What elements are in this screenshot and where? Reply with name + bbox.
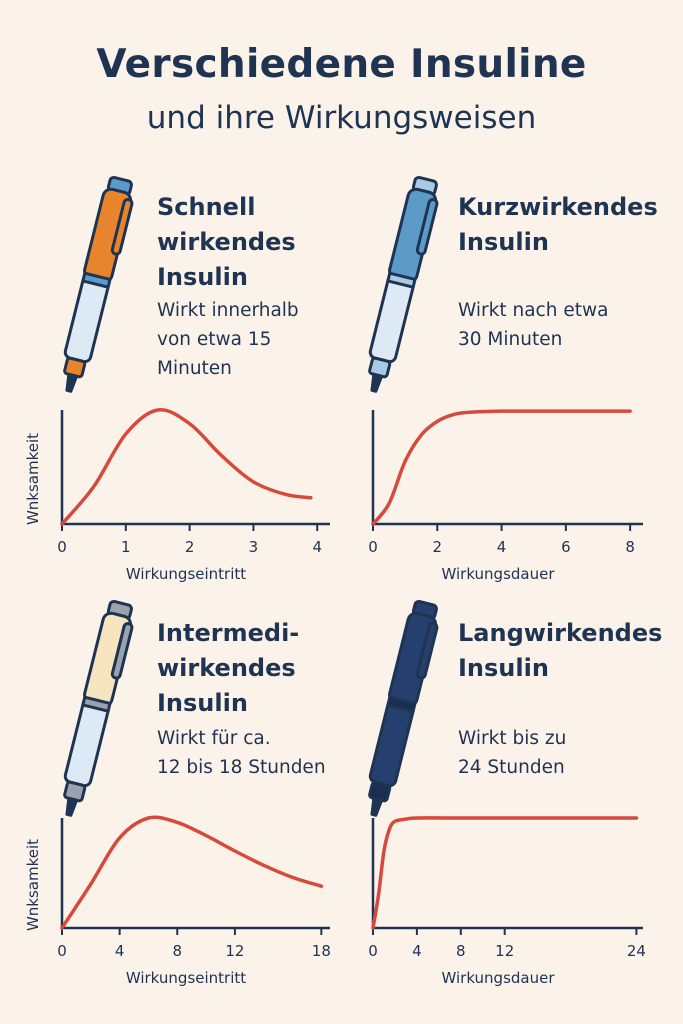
x-tick-label: 0	[368, 538, 378, 556]
cream-insulin-pen-icon	[63, 599, 134, 817]
card-desc-intermediate: Wirkt für ca. 12 bis 18 Stunden	[157, 728, 326, 778]
x-tick-label: 3	[249, 538, 259, 556]
x-tick-label: 2	[185, 538, 195, 556]
x-tick-label: 4	[312, 538, 322, 556]
efficacy-curve	[371, 816, 639, 930]
efficacy-curve	[60, 408, 313, 526]
light-blue-insulin-pen-icon	[368, 175, 439, 393]
x-tick-label: 8	[625, 538, 635, 556]
page-subtitle: und ihre Wirkungsweisen	[146, 100, 537, 136]
x-axis-label: Wirkungsdauer	[441, 969, 555, 987]
y-axis-label: Wnksamkeit	[24, 839, 42, 931]
x-tick-label: 4	[115, 942, 125, 960]
card-desc-short: Wirkt nach etwa 30 Minuten	[458, 300, 609, 350]
x-tick-label: 2	[433, 538, 443, 556]
navy-insulin-pen-icon	[368, 599, 439, 817]
x-tick-label: 0	[57, 942, 67, 960]
x-axis-label: Wirkungseintritt	[126, 969, 246, 987]
x-tick-label: 8	[456, 942, 466, 960]
orange-insulin-pen-icon	[63, 175, 134, 393]
x-tick-label: 12	[225, 942, 244, 960]
card-desc-long: Wirkt bis zu 24 Stunden	[458, 728, 567, 778]
x-tick-label: 0	[57, 538, 67, 556]
x-axis-label: Wirkungseintritt	[126, 565, 246, 583]
x-tick-label: 8	[172, 942, 182, 960]
efficacy-curve	[371, 409, 632, 526]
card-title-short: Kurzwirkendes Insulin	[458, 193, 658, 256]
card-desc-rapid: Wirkt innerhalb von etwa 15 Minuten	[157, 300, 299, 379]
x-tick-label: 12	[495, 942, 514, 960]
x-tick-label: 4	[412, 942, 422, 960]
x-tick-label: 0	[368, 942, 378, 960]
page-title: Verschiedene Insuline	[96, 42, 587, 87]
card-title-long: Langwirkendes Insulin	[458, 619, 663, 682]
x-tick-label: 18	[312, 942, 331, 960]
x-tick-label: 1	[121, 538, 131, 556]
x-tick-label: 24	[627, 942, 646, 960]
card-title-intermediate: Intermedi- wirkendes Insulin	[157, 619, 300, 717]
x-axis-label: Wirkungsdauer	[441, 565, 555, 583]
x-tick-label: 6	[561, 538, 571, 556]
card-title-rapid: Schnell wirkendes Insulin	[157, 193, 296, 291]
y-axis-label: Wnksamkeit	[24, 433, 42, 525]
x-tick-label: 4	[497, 538, 507, 556]
efficacy-curve	[60, 815, 324, 930]
